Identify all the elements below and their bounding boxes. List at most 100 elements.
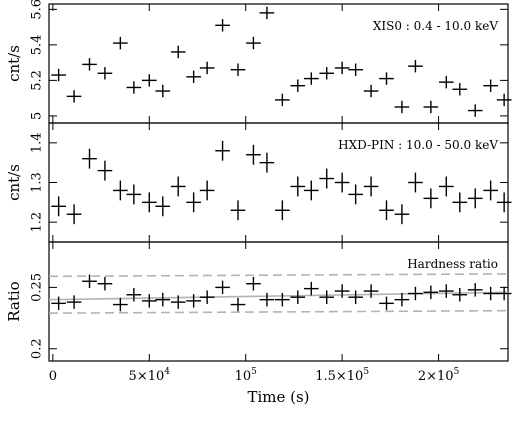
ratio-data-point <box>348 290 363 304</box>
ratio-data-point <box>379 296 394 311</box>
hxd-data-point <box>496 192 512 213</box>
ratio-data-point <box>259 292 275 307</box>
hxd-data-point <box>348 184 363 205</box>
ratio-data-point <box>155 292 171 307</box>
hxd-y-tick-label: 1.3 <box>30 172 45 193</box>
hxd-data-point <box>408 172 423 193</box>
hxd-y-tick-label: 1.2 <box>30 212 45 233</box>
ratio-data-point <box>170 295 186 309</box>
ratio-data-point <box>408 286 423 301</box>
ratio-data-point <box>51 296 66 311</box>
xis0-annotation: XIS0 : 0.4 - 10.0 keV <box>373 19 498 33</box>
xis0-data-point <box>51 68 66 82</box>
x-tick-label-mantissa: 5×10 <box>129 369 165 384</box>
xis0-data-point <box>303 72 319 85</box>
ratio-y-axis-label: Ratio <box>5 281 23 321</box>
panel-hxd: 1.2 1.3 1.4 cnt/s HXD-PIN : 10.0 - 50.0 keV <box>5 122 512 243</box>
hxd-data-point <box>363 176 379 197</box>
xis0-data-point <box>230 63 246 76</box>
xis0-data-point <box>363 84 379 98</box>
xis0-data-point <box>155 84 171 98</box>
hxd-data-point <box>97 160 113 181</box>
ratio-data-point <box>452 288 468 302</box>
panel-ratio: 0.2 0.25 Ratio Hardness ratio <box>5 241 512 362</box>
x-axis-label: Time (s) <box>247 388 309 406</box>
hxd-data-point <box>259 152 275 173</box>
xis0-data-point <box>126 81 142 94</box>
ratio-data-point <box>496 286 512 301</box>
hxd-data-point <box>230 200 246 221</box>
ratio-fit-line <box>48 291 509 301</box>
ratio-data-point <box>483 286 498 301</box>
ratio-data-point <box>423 285 439 300</box>
ratio-data-point <box>141 294 157 308</box>
x-tick-label-exponent: 5 <box>363 367 369 377</box>
xis0-y-tick-label: 5.4 <box>30 35 45 56</box>
xis0-data-point <box>438 75 454 89</box>
x-tick-label-exponent: 5 <box>454 367 460 377</box>
hxd-data-point <box>423 188 439 209</box>
ratio-data-point <box>438 284 454 298</box>
hxd-annotation: HXD-PIN : 10.0 - 50.0 keV <box>338 138 498 152</box>
x-tick-label-exponent: 5 <box>251 367 257 377</box>
hxd-data-point <box>51 196 66 217</box>
hxd-data-point <box>199 180 215 201</box>
xis0-data-point <box>483 79 498 92</box>
xis0-data-point <box>246 36 261 50</box>
ratio-y-tick-label: 0.25 <box>30 273 45 302</box>
xis0-y-axis-label: cnt/s <box>5 45 23 82</box>
hxd-data-point <box>126 184 142 205</box>
xis0-y-tick-label: 5.6 <box>30 0 45 20</box>
xis0-data-point <box>408 59 423 73</box>
ratio-data-point <box>319 290 335 304</box>
xis0-data-point <box>467 104 483 117</box>
hxd-data-point <box>275 200 290 221</box>
x-tick-label: 2×105 <box>418 367 460 384</box>
xis0-data-point <box>199 61 215 75</box>
ratio-data-point <box>363 284 379 298</box>
hxd-data-point <box>82 148 97 169</box>
ratio-data-point <box>394 292 410 307</box>
x-tick-label-mantissa: 0 <box>49 369 57 384</box>
hxd-data-point <box>319 168 335 189</box>
ratio-data-point <box>230 297 246 312</box>
hxd-data-point <box>303 180 319 201</box>
hxd-data-point <box>452 192 468 213</box>
x-tick-label: 1.5×105 <box>315 367 369 384</box>
xis0-data-point <box>82 58 97 71</box>
hxd-y-axis-label: cnt/s <box>5 164 23 201</box>
xis0-data-point <box>113 36 128 50</box>
hxd-data-point <box>483 180 498 201</box>
ratio-data-point <box>467 283 483 297</box>
xis0-data-point <box>97 67 113 80</box>
hxd-data-point <box>141 192 157 213</box>
ratio-data-point <box>246 276 261 291</box>
hxd-data-point <box>155 196 171 217</box>
ratio-data-point <box>113 297 128 312</box>
hxd-data-point <box>379 200 394 221</box>
ratio-data-point <box>186 294 201 308</box>
x-tick-label: 105 <box>235 367 258 384</box>
x-tick-label-mantissa: 10 <box>235 369 252 384</box>
hxd-data-point <box>186 192 201 213</box>
x-tick-label-mantissa: 2×10 <box>418 369 454 384</box>
hxd-data-point <box>438 176 454 197</box>
xis0-y-tick-label: 5 <box>30 112 45 120</box>
xis0-data-point <box>452 83 468 96</box>
hxd-y-tick-label: 1.4 <box>30 132 45 153</box>
xis0-data-point <box>348 63 363 76</box>
hxd-data-point <box>467 188 483 209</box>
ratio-annotation: Hardness ratio <box>407 257 498 271</box>
ratio-data-point <box>126 288 142 302</box>
xis0-data-point <box>423 100 439 114</box>
ratio-data-point <box>334 284 350 298</box>
xis0-data-point <box>496 93 512 107</box>
xis0-data-point <box>141 74 157 87</box>
xis0-data-point <box>394 100 410 114</box>
xis0-data-point <box>259 6 275 20</box>
x-tick-label: 5×104 <box>129 367 171 384</box>
hxd-data-point <box>170 176 186 197</box>
panel-xis0: 5 5.2 5.4 5.6 cnt/s XIS0 : 0.4 - 10.0 keV <box>5 0 512 124</box>
xis0-y-tick-label: 5.2 <box>30 70 45 91</box>
